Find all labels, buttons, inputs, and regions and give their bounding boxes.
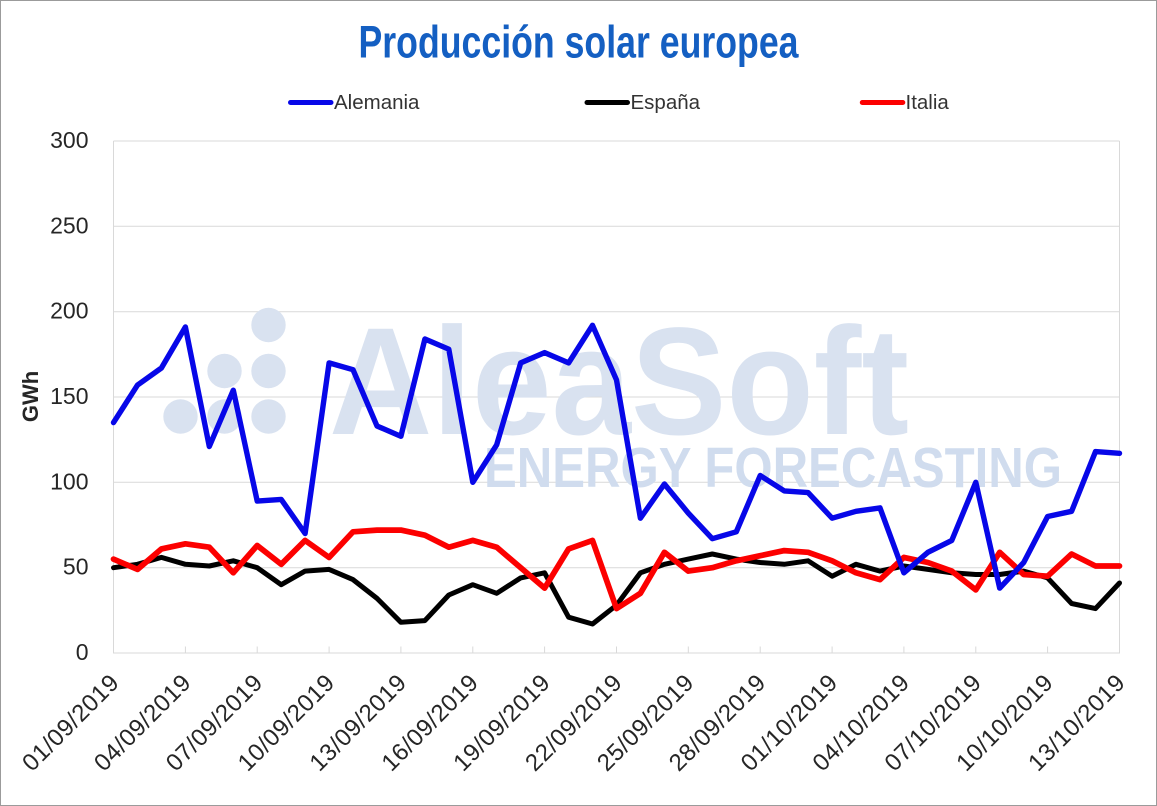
svg-text:Alemania: Alemania xyxy=(334,91,420,114)
svg-text:300: 300 xyxy=(50,127,88,153)
svg-text:100: 100 xyxy=(50,468,88,494)
svg-text:GWh: GWh xyxy=(18,371,43,422)
svg-text:España: España xyxy=(631,91,701,114)
svg-text:250: 250 xyxy=(50,212,88,238)
svg-text:50: 50 xyxy=(63,554,89,580)
svg-text:Producción solar europea: Producción solar europea xyxy=(359,17,800,68)
svg-text:200: 200 xyxy=(50,298,88,324)
svg-text:0: 0 xyxy=(76,639,89,665)
svg-text:150: 150 xyxy=(50,383,88,409)
svg-text:Italia: Italia xyxy=(906,91,950,114)
svg-text:ENERGY FORECASTING: ENERGY FORECASTING xyxy=(484,436,1062,500)
